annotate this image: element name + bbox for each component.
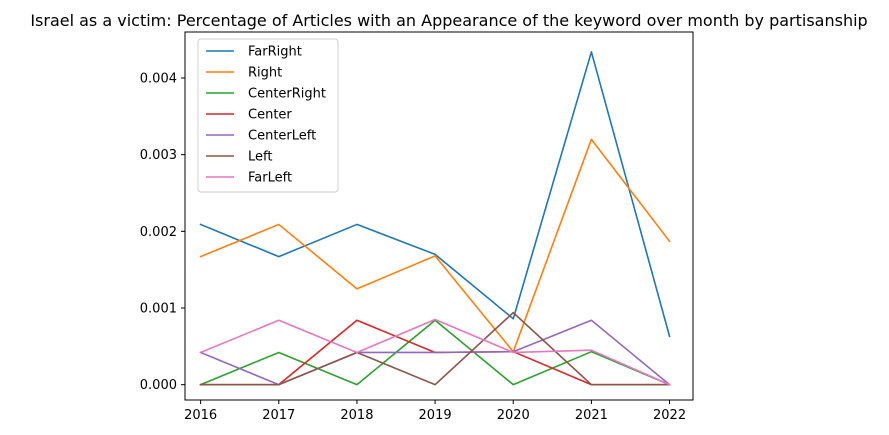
- series-line-left: [199, 311, 671, 386]
- legend-label-farleft: FarLeft: [248, 171, 292, 186]
- chart-title: Israel as a victim: Percentage of Articl…: [30, 11, 867, 30]
- legend-label-center: Center: [248, 108, 292, 123]
- legend-label-left: Left: [248, 150, 272, 165]
- x-tick-label: 2021: [575, 408, 608, 423]
- series-line-right: [199, 138, 671, 353]
- legend-label-right: Right: [248, 66, 282, 81]
- series-line-farleft: [199, 318, 671, 386]
- x-tick-label: 2019: [419, 408, 452, 423]
- x-tick-label: 2018: [340, 408, 373, 423]
- x-tick-label: 2017: [262, 408, 295, 423]
- y-tick-label: 0.003: [140, 148, 177, 163]
- series-lines: [199, 51, 671, 386]
- series-line-centerleft: [199, 319, 671, 386]
- y-tick-label: 0.004: [140, 72, 177, 87]
- legend-box: [197, 38, 339, 193]
- legend-label-centerright: CenterRight: [248, 87, 326, 102]
- y-axis: 0.000 0.001 0.002 0.003 0.004: [140, 72, 185, 393]
- plot-frame: [184, 31, 694, 401]
- x-tick-label: 2016: [184, 408, 217, 423]
- y-tick-label: 0.000: [140, 378, 177, 393]
- x-tick-label: 2020: [497, 408, 530, 423]
- series-line-farright: [199, 51, 671, 338]
- y-tick-label: 0.001: [140, 302, 177, 317]
- y-tick-label: 0.002: [140, 225, 177, 240]
- x-tick-label: 2022: [653, 408, 686, 423]
- legend-label-centerleft: CenterLeft: [248, 129, 316, 144]
- x-axis: 2016 2017 2018 2019 2020 2021 2022: [184, 400, 686, 423]
- legend: FarRight Right CenterRight Center CenterLeft…: [197, 38, 339, 193]
- legend-label-farright: FarRight: [248, 45, 302, 60]
